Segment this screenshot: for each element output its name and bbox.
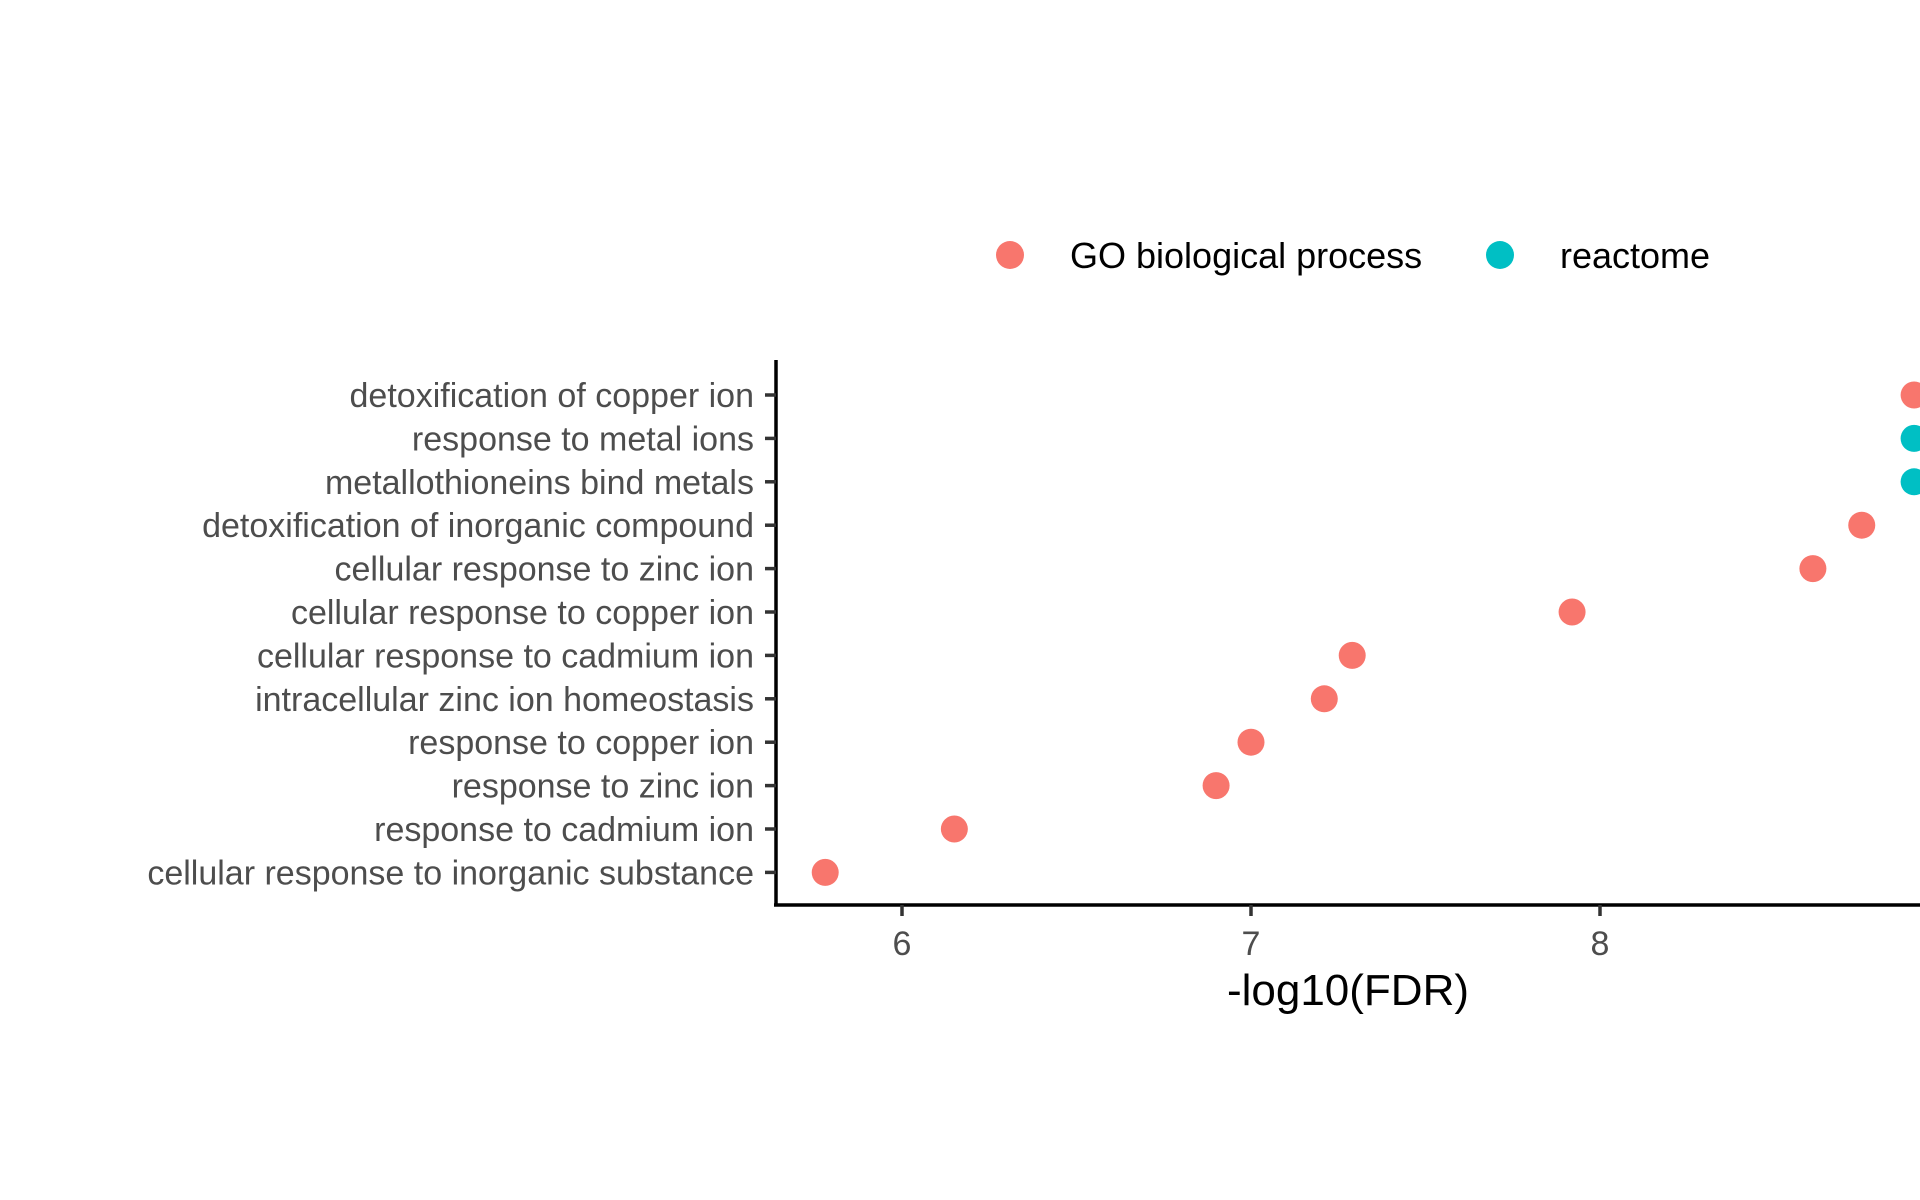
data-point [1558, 598, 1586, 626]
legend-swatch [1486, 241, 1514, 269]
data-point [1900, 468, 1920, 496]
x-axis-title: -log10(FDR) [1227, 966, 1469, 1015]
data-points [811, 381, 1920, 886]
data-point [1848, 511, 1876, 539]
x-axis: 6 7 8 [893, 905, 1610, 963]
data-point [1202, 772, 1230, 800]
y-tick-label: response to cadmium ion [374, 811, 754, 849]
legend-swatch [996, 241, 1024, 269]
legend: GO biological process reactome [996, 235, 1710, 276]
data-point [1310, 685, 1338, 713]
data-point [811, 858, 839, 886]
data-point [1900, 381, 1920, 409]
y-tick-label: cellular response to zinc ion [334, 551, 754, 589]
y-tick-label: intracellular zinc ion homeostasis [255, 681, 754, 719]
y-tick-label: response to metal ions [412, 420, 754, 458]
y-tick-label: detoxification of inorganic compound [202, 507, 754, 545]
x-tick-label: 8 [1591, 925, 1610, 963]
y-tick-label: cellular response to inorganic substance [147, 854, 754, 892]
y-tick-label: response to zinc ion [452, 768, 754, 806]
data-point [1900, 424, 1920, 452]
y-tick-label: response to copper ion [408, 724, 754, 762]
x-tick-label: 7 [1242, 925, 1261, 963]
plot-area: detoxification of copper ion response to … [147, 360, 1920, 963]
y-tick-label: cellular response to copper ion [291, 594, 754, 632]
data-point [1338, 641, 1366, 669]
y-tick-label: cellular response to cadmium ion [257, 637, 754, 675]
legend-label: reactome [1560, 235, 1710, 276]
data-point [1799, 555, 1827, 583]
data-point [940, 815, 968, 843]
y-tick-label: detoxification of copper ion [350, 377, 754, 415]
data-point [1237, 728, 1265, 756]
y-axis: detoxification of copper ion response to … [147, 377, 776, 892]
y-tick-label: metallothioneins bind metals [325, 464, 754, 502]
legend-label: GO biological process [1070, 235, 1422, 276]
x-tick-label: 6 [893, 925, 912, 963]
